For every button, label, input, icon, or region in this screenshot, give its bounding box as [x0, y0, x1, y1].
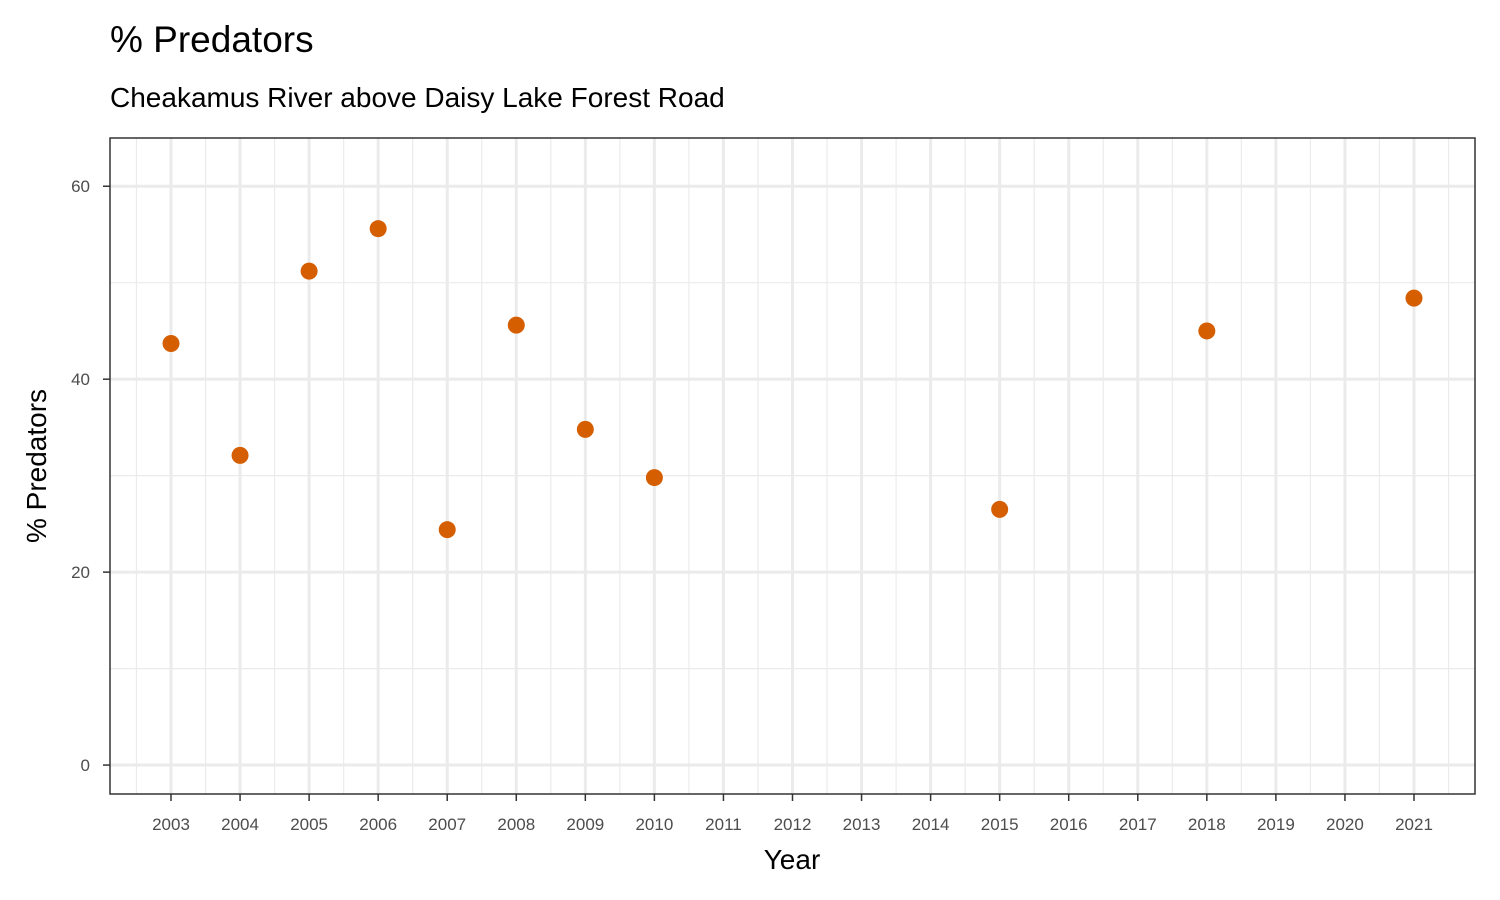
x-tick-label: 2010 [635, 815, 673, 834]
x-tick-label: 2012 [774, 815, 812, 834]
x-tick-label: 2009 [566, 815, 604, 834]
x-tick-label: 2007 [428, 815, 466, 834]
y-tick-label: 40 [71, 370, 90, 389]
x-axis-title: Year [764, 844, 821, 875]
data-point [1405, 289, 1423, 307]
data-point [300, 262, 318, 280]
x-tick-label: 2014 [912, 815, 950, 834]
y-axis-title: % Predators [21, 389, 52, 543]
x-tick-label: 2019 [1257, 815, 1295, 834]
data-point [645, 469, 663, 487]
x-tick-label: 2013 [843, 815, 881, 834]
y-tick-label: 20 [71, 563, 90, 582]
y-axis: 0 20 40 60 [71, 177, 110, 775]
x-tick-label: 2016 [1050, 815, 1088, 834]
x-tick-label: 2018 [1188, 815, 1226, 834]
x-tick-label: 2008 [497, 815, 535, 834]
x-tick-label: 2003 [152, 815, 190, 834]
data-point [231, 446, 249, 464]
data-point [438, 521, 456, 539]
x-tick-label: 2017 [1119, 815, 1157, 834]
y-tick-label: 60 [71, 177, 90, 196]
chart-subtitle: Cheakamus River above Daisy Lake Forest … [110, 82, 725, 113]
x-axis: 2003 2004 2005 2006 2007 2008 2009 2010 2011 2012… [152, 794, 1433, 834]
minor-gridlines [110, 138, 1475, 794]
chart-title: % Predators [110, 19, 314, 60]
major-gridlines [110, 138, 1475, 794]
data-point [991, 500, 1009, 518]
data-point [507, 316, 525, 334]
data-point [576, 420, 594, 438]
y-tick-label: 0 [81, 756, 90, 775]
data-point [369, 220, 387, 238]
x-tick-label: 2004 [221, 815, 259, 834]
x-tick-label: 2020 [1326, 815, 1364, 834]
x-tick-label: 2015 [981, 815, 1019, 834]
x-tick-label: 2011 [705, 815, 742, 834]
data-point [1198, 322, 1216, 340]
data-point [162, 334, 180, 352]
x-tick-label: 2006 [359, 815, 397, 834]
data-points [162, 220, 1423, 539]
x-tick-label: 2021 [1395, 815, 1433, 834]
x-tick-label: 2005 [290, 815, 328, 834]
